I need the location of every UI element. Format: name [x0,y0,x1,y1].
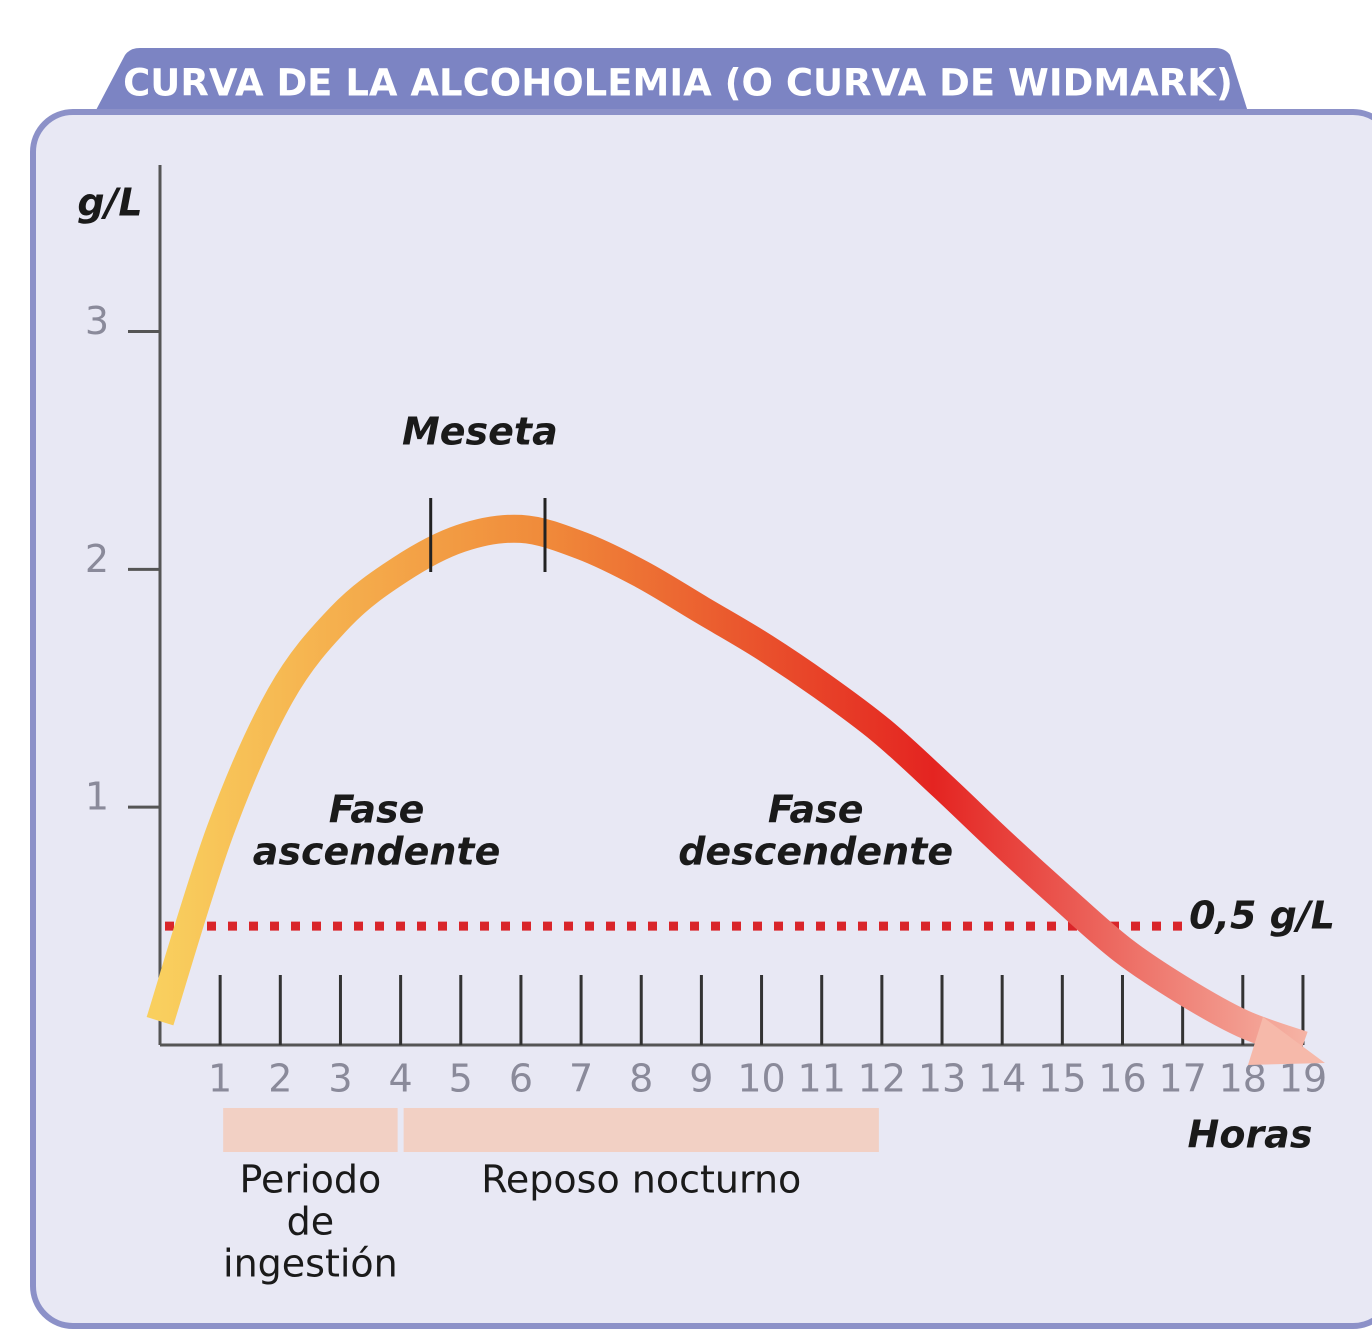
y-tick-label: 2 [85,537,109,581]
title-tab [95,48,1248,112]
y-axis-label: g/L [77,181,142,225]
x-tick-label: 7 [569,1057,593,1101]
x-tick-label: 17 [1158,1057,1206,1101]
chart-title: CURVA DE LA ALCOHOLEMIA (O CURVA DE WIDM… [123,62,1233,105]
x-tick-label: 14 [978,1057,1026,1101]
period-band [403,1108,879,1152]
phase-label: Fase [329,787,425,831]
phase-label: descendente [678,829,953,873]
x-tick-label: 8 [629,1057,653,1101]
x-tick-label: 2 [268,1057,292,1101]
period-label: Periodo [240,1158,382,1202]
x-tick-label: 3 [328,1057,352,1101]
curve-arrowhead [1247,1017,1325,1065]
x-tick-label: 13 [918,1057,966,1101]
x-axis-label: Horas [1188,1113,1313,1157]
plateau-label: Meseta [402,410,558,454]
y-tick-label: 3 [85,299,109,343]
x-tick-label: 9 [689,1057,713,1101]
curve [146,514,1308,1059]
x-tick-label: 16 [1098,1057,1146,1101]
x-tick-label: 5 [449,1057,473,1101]
x-tick-label: 15 [1038,1057,1086,1101]
x-tick-label: 4 [389,1057,413,1101]
x-tick-label: 11 [798,1057,846,1101]
panel [30,109,1372,1329]
x-tick-label: 12 [858,1057,906,1101]
y-tick-label: 1 [85,775,109,819]
phase-label: Fase [768,787,864,831]
period-band [223,1108,398,1152]
period-label: ingestión [223,1242,398,1286]
period-label: de [287,1200,335,1244]
period-label: Reposo nocturno [481,1158,801,1202]
x-tick-label: 6 [509,1057,533,1101]
threshold-label: 0,5 g/L [1189,894,1335,938]
x-tick-label: 1 [208,1057,232,1101]
phase-label: ascendente [253,829,501,873]
x-tick-label: 10 [737,1057,785,1101]
